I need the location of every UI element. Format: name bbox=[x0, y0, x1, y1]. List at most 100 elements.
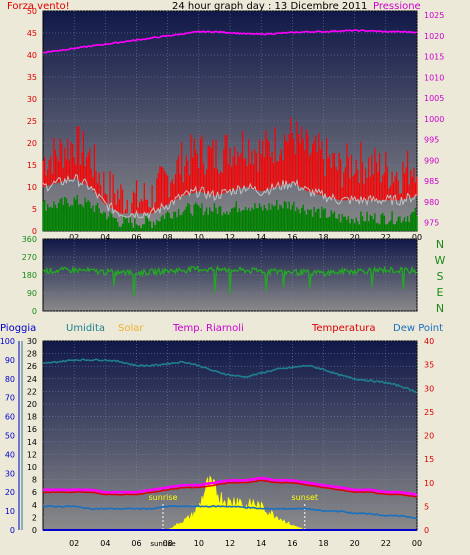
compass-letter: E bbox=[437, 286, 444, 299]
hour-tick-label: 18 bbox=[318, 539, 328, 548]
hour-tick-label: 06 bbox=[131, 539, 141, 548]
legend: Pioggia Umidita Solar Temp. Riarnoli Tem… bbox=[0, 323, 443, 334]
wind-axis-label: Forza vento! bbox=[7, 1, 70, 12]
hour-tick-label: 14 bbox=[256, 539, 266, 548]
compass-letter: S bbox=[437, 270, 444, 283]
solar-series bbox=[167, 475, 305, 531]
direction-tick-label: 270 bbox=[22, 253, 37, 262]
hour-tick-label: 22 bbox=[381, 539, 391, 548]
pressure-tick-label: 1000 bbox=[424, 115, 444, 124]
humidity-tick-label: 8 bbox=[32, 476, 37, 485]
pressure-axis: 1025 1020 1015 1010 1005 1000 995 990 985 980 975 bbox=[424, 11, 444, 228]
wind-direction-series bbox=[43, 264, 418, 297]
hour-tick-label: 00 bbox=[412, 233, 422, 242]
humidity-tick-label: 14 bbox=[27, 438, 37, 447]
wind-tick-label: 20 bbox=[27, 139, 37, 148]
humidity-tick-label: 24 bbox=[27, 375, 37, 384]
hour-tick-label: 06 bbox=[131, 233, 141, 242]
weather-series: sunrise sunset sunrise bbox=[42, 358, 418, 548]
humidity-tick-label: 22 bbox=[27, 387, 37, 396]
rain-tick-label: 10 bbox=[5, 507, 15, 516]
rain-tick-label: 30 bbox=[5, 469, 15, 478]
pressure-tick-label: 975 bbox=[424, 219, 439, 228]
rain-tick-label: 40 bbox=[5, 450, 15, 459]
rain-tick-label: 60 bbox=[5, 413, 15, 422]
hour-tick-label: 10 bbox=[194, 539, 204, 548]
legend-rain: Pioggia bbox=[0, 323, 36, 334]
legend-dew-point: Dew Point bbox=[393, 323, 443, 334]
wind-direction-series bbox=[43, 264, 418, 297]
humidity-tick-label: 10 bbox=[27, 463, 37, 472]
wind-avg-series bbox=[42, 173, 418, 220]
hour-tick-label: 10 bbox=[194, 233, 204, 242]
dew-point-series bbox=[42, 504, 418, 520]
wind-pressure-series bbox=[42, 29, 418, 231]
compass-letter: W bbox=[435, 254, 446, 267]
hour-tick-label: 02 bbox=[69, 539, 79, 548]
temperature-tick-label: 35 bbox=[424, 361, 434, 370]
rain-tick-label: 50 bbox=[5, 432, 15, 441]
temperature-series bbox=[43, 479, 417, 498]
sunset-label: sunset bbox=[292, 493, 319, 502]
pressure-axis-label: Pressione bbox=[373, 1, 421, 12]
temperature-tick-label: 30 bbox=[424, 384, 434, 393]
chart-title: 24 hour graph day : 13 Dicembre 2011 bbox=[172, 1, 367, 12]
humidity-series bbox=[42, 358, 418, 394]
hour-tick-label: 14 bbox=[256, 233, 266, 242]
hour-tick-label: 20 bbox=[350, 539, 360, 548]
sunrise-axis-label: sunrise bbox=[150, 540, 175, 548]
temperature-tick-label: 25 bbox=[424, 408, 434, 417]
hour-tick-label: 12 bbox=[225, 233, 235, 242]
hour-tick-label: 02 bbox=[69, 233, 79, 242]
wind-direction-axis: 360 270 180 90 0 bbox=[22, 235, 37, 316]
pressure-tick-label: 980 bbox=[424, 198, 439, 207]
humidity-tick-label: 12 bbox=[27, 450, 37, 459]
humidity-tick-label: 30 bbox=[27, 337, 37, 346]
pressure-tick-label: 995 bbox=[424, 136, 439, 145]
pressure-tick-label: 1020 bbox=[424, 32, 444, 41]
hour-tick-label: 04 bbox=[100, 233, 110, 242]
pressure-tick-label: 1025 bbox=[424, 11, 444, 20]
hour-tick-label: 22 bbox=[381, 233, 391, 242]
rain-tick-label: 100 bbox=[0, 337, 15, 346]
temperature-tick-label: 20 bbox=[424, 432, 434, 441]
compass-letter: N bbox=[436, 238, 444, 251]
direction-tick-label: 180 bbox=[22, 271, 37, 280]
pressure-tick-label: 1005 bbox=[424, 94, 444, 103]
humidity-tick-label: 4 bbox=[32, 501, 37, 510]
humidity-tick-label: 16 bbox=[27, 425, 37, 434]
hour-tick-label: 12 bbox=[225, 539, 235, 548]
pressure-tick-label: 1015 bbox=[424, 53, 444, 62]
humidity-tick-label: 26 bbox=[27, 362, 37, 371]
humidity-tick-label: 0 bbox=[32, 526, 37, 535]
rain-tick-label: 0 bbox=[10, 526, 15, 535]
legend-temperature: Temperatura bbox=[311, 323, 376, 334]
temperature-tick-label: 0 bbox=[424, 526, 429, 535]
wind-tick-label: 5 bbox=[32, 205, 37, 214]
direction-tick-label: 90 bbox=[27, 289, 37, 298]
direction-tick-label: 360 bbox=[22, 235, 37, 244]
pressure-tick-label: 990 bbox=[424, 156, 439, 165]
hour-axis-top: 02 04 06 08 10 12 14 16 18 20 22 00 bbox=[69, 233, 422, 242]
wind-tick-label: 50 bbox=[27, 7, 37, 16]
wind-tick-label: 45 bbox=[27, 29, 37, 38]
sunrise-label: sunrise bbox=[149, 493, 178, 502]
hour-tick-label: 20 bbox=[350, 233, 360, 242]
wind-tick-label: 40 bbox=[27, 51, 37, 60]
legend-humidity: Umidita bbox=[66, 323, 105, 334]
direction-tick-label: 0 bbox=[32, 307, 37, 316]
wind-tick-label: 25 bbox=[27, 117, 37, 126]
compass-letter: N bbox=[436, 302, 444, 315]
hour-tick-label: 08 bbox=[163, 539, 173, 548]
humidity-tick-label: 20 bbox=[27, 400, 37, 409]
temperature-axis: 40 35 30 25 20 15 10 5 0 bbox=[424, 337, 434, 535]
temp-riarnoli-series bbox=[42, 476, 418, 497]
pressure-series bbox=[42, 29, 418, 54]
wind-tick-label: 30 bbox=[27, 95, 37, 104]
weather-plot-area bbox=[42, 340, 418, 531]
wind-tick-label: 15 bbox=[27, 161, 37, 170]
